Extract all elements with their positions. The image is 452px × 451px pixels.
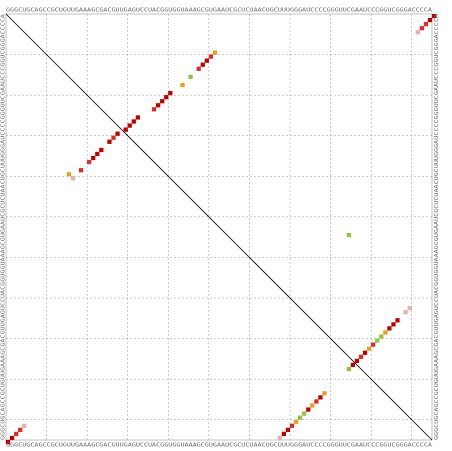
pair-probability-dot — [160, 99, 165, 104]
sequence-right: GGGCUGCAGCCGCUGUUGAAAGCGACGUUGAGUCCUACGG… — [434, 13, 440, 440]
pair-probability-dot — [9, 435, 15, 441]
pair-probability-dot — [322, 391, 327, 396]
pair-probability-dot — [350, 362, 356, 368]
upper-triangle-dots — [66, 13, 437, 238]
pair-probability-dot — [387, 326, 392, 331]
pair-probability-dot — [212, 50, 218, 55]
pair-probability-dot — [18, 427, 23, 432]
lower-triangle-dots — [5, 306, 412, 445]
pair-probability-dot — [204, 58, 209, 63]
pair-probability-dot — [188, 74, 193, 80]
pair-probability-dot — [306, 407, 311, 412]
pair-probability-dot — [127, 123, 132, 128]
pair-probability-dot — [14, 431, 19, 437]
pair-probability-dot — [395, 318, 400, 323]
pair-probability-dot — [314, 399, 319, 404]
pair-probability-dot — [91, 155, 96, 161]
sequence-bottom: GGGCUGCAGCCGCUGUUGAAAGCGACGUUGAGUCCUACGG… — [6, 443, 433, 449]
pair-probability-dot — [366, 346, 372, 351]
pair-probability-dot — [358, 354, 364, 359]
main-diagonal — [5, 13, 433, 441]
pair-probability-dot — [78, 168, 84, 173]
pair-probability-dot — [22, 423, 27, 428]
pair-probability-dot — [151, 107, 157, 112]
pair-probability-dot — [375, 338, 380, 343]
grid-lines — [6, 14, 432, 440]
pair-probability-dot — [115, 131, 120, 136]
pair-probability-dot — [302, 411, 307, 416]
pair-probability-dot — [111, 135, 116, 140]
pair-probability-dot — [164, 95, 169, 100]
pair-probability-dot — [66, 172, 72, 177]
pair-probability-dot — [196, 66, 201, 71]
pair-probability-dot — [107, 139, 112, 144]
pair-probability-dot — [180, 82, 185, 88]
pair-probability-dot — [99, 147, 104, 153]
pair-probability-dot — [277, 435, 282, 441]
pair-probability-dot — [95, 151, 100, 157]
pair-probability-dot — [407, 306, 412, 311]
pair-probability-dot — [123, 127, 128, 132]
pair-probability-dot — [310, 403, 315, 408]
sequence-top: GGGCUGCAGCCGCUGUUGAAAGCGACGUUGAGUCCUACGG… — [6, 8, 433, 14]
pair-probability-dot — [346, 366, 351, 372]
pair-probability-dot — [281, 431, 287, 437]
pair-probability-dot — [200, 62, 205, 67]
pair-probability-dot — [70, 176, 76, 181]
pair-probability-dot — [431, 13, 437, 19]
pair-probability-dot — [293, 419, 299, 424]
pair-probability-dot — [318, 395, 323, 400]
pair-probability-dot — [423, 22, 429, 27]
pair-probability-dot — [371, 342, 376, 347]
pair-probability-dot — [208, 54, 214, 59]
pair-probability-dot — [5, 439, 11, 445]
pair-probability-dot — [87, 159, 92, 165]
pair-probability-dot — [131, 119, 136, 124]
pair-probability-dot — [168, 90, 173, 96]
pair-probability-dot — [362, 350, 368, 355]
pair-probability-dot — [285, 427, 291, 432]
pair-probability-dot — [419, 26, 424, 31]
pair-probability-dot — [379, 334, 384, 339]
pair-probability-dot — [427, 17, 433, 23]
pair-probability-dot — [354, 358, 360, 364]
pair-probability-dot — [391, 322, 396, 327]
pair-probability-dot — [415, 30, 420, 35]
sequence-left: GGGCUGCAGCCGCUGUUGAAAGCGACGUUGAGUCCUACGG… — [1, 13, 7, 440]
pair-probability-dot — [403, 310, 408, 315]
pair-probability-dot — [298, 415, 303, 420]
pair-probability-dot — [383, 330, 388, 335]
pair-probability-dot — [156, 103, 161, 108]
pair-probability-dot — [135, 115, 140, 120]
pair-probability-dot — [346, 232, 351, 238]
plot-frame — [5, 13, 433, 441]
pair-probability-dot — [289, 423, 295, 428]
